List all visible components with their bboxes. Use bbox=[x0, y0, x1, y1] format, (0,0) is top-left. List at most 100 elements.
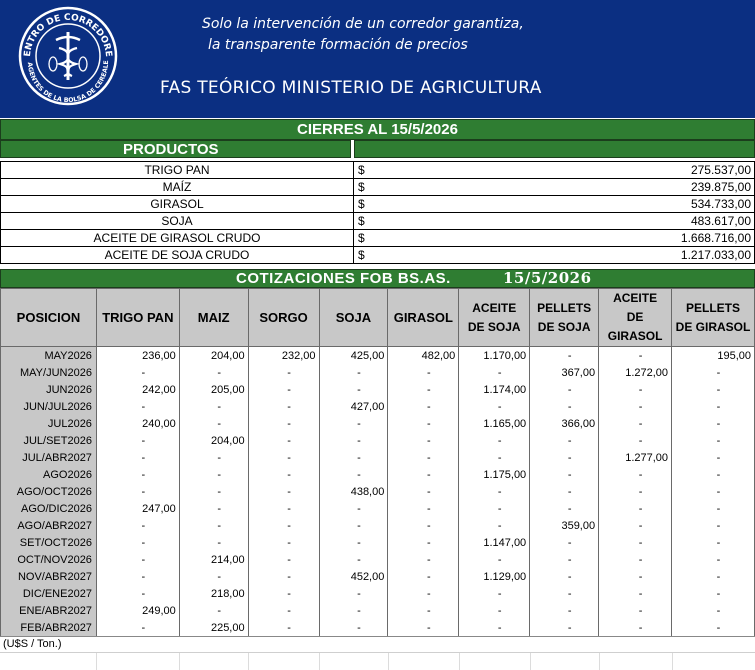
quote-cell: - bbox=[671, 585, 755, 602]
quote-cell: 1.174,00 bbox=[458, 381, 530, 398]
quote-cell: - bbox=[529, 381, 599, 398]
quote-cell: - bbox=[529, 346, 599, 364]
quote-cell: - bbox=[178, 602, 249, 619]
quote-cell: - bbox=[458, 500, 530, 517]
quote-cell: - bbox=[529, 466, 599, 483]
fob-column-header-line1: ACEITE bbox=[472, 300, 517, 315]
quote-cell: - bbox=[671, 568, 755, 585]
quote-cell: 240,00 bbox=[95, 415, 180, 432]
fob-column-header-line1: POSICION bbox=[16, 310, 81, 325]
quote-cell: - bbox=[387, 602, 459, 619]
quote-cell: - bbox=[458, 619, 530, 636]
quote-cell: - bbox=[95, 534, 180, 551]
fob-row: AGO2026- - - - -1.175,00- - - bbox=[0, 466, 755, 483]
quote-cell: - bbox=[178, 449, 249, 466]
quote-cell: - bbox=[598, 534, 672, 551]
quote-cell: - bbox=[318, 364, 388, 381]
cierres-table: TRIGO PAN $275.537,00 MAÍZ $239.875,00 GIRAS… bbox=[0, 161, 755, 264]
fob-column-header: TRIGO PAN bbox=[95, 288, 180, 347]
fob-column-header-line1: SORGO bbox=[259, 310, 308, 325]
fob-row: MAY2026 236,00 204,00 232,00 425,00 482,00 1.1… bbox=[0, 346, 755, 364]
position-cell: JUL/SET2026 bbox=[0, 432, 97, 449]
quote-cell: - bbox=[95, 551, 180, 568]
quote-cell: - bbox=[671, 517, 755, 534]
quote-cell: - bbox=[598, 500, 672, 517]
quote-cell: - bbox=[598, 346, 672, 364]
slogan-line-1: Solo la intervención de un corredor gara… bbox=[202, 16, 524, 32]
quote-cell: 247,00 bbox=[95, 500, 180, 517]
product-price: 483.617,00 bbox=[367, 212, 755, 230]
position-cell: FEB/ABR2027 bbox=[0, 619, 97, 636]
fob-row: ENE/ABR2027 249,00- - - - - - - - bbox=[0, 602, 755, 619]
quote-cell: - bbox=[318, 500, 388, 517]
productos-header: PRODUCTOS bbox=[0, 140, 351, 158]
quote-cell: - bbox=[387, 500, 459, 517]
quote-cell: - bbox=[178, 517, 249, 534]
quote-cell: - bbox=[387, 432, 459, 449]
quote-cell: - bbox=[95, 585, 180, 602]
quote-cell: 438,00 bbox=[318, 483, 388, 500]
quote-cell: - bbox=[598, 585, 672, 602]
quote-cell: - bbox=[671, 398, 755, 415]
quote-cell: 218,00 bbox=[178, 585, 249, 602]
product-name: GIRASOL bbox=[0, 195, 354, 213]
quote-cell: - bbox=[95, 568, 180, 585]
price-row: MAÍZ $239.875,00 bbox=[0, 178, 755, 196]
quote-cell: - bbox=[178, 483, 249, 500]
quote-cell: - bbox=[247, 364, 319, 381]
quote-cell: - bbox=[95, 432, 180, 449]
quote-cell: 1.175,00 bbox=[458, 466, 530, 483]
quote-cell: - bbox=[318, 381, 388, 398]
price-row: ACEITE DE GIRASOL CRUDO $1.668.716,00 bbox=[0, 229, 755, 247]
quote-cell: - bbox=[178, 534, 249, 551]
currency-symbol: $ bbox=[352, 246, 368, 264]
quote-cell: 1.272,00 bbox=[598, 364, 672, 381]
quote-cell: - bbox=[318, 432, 388, 449]
quote-cell: - bbox=[247, 534, 319, 551]
fob-date: 15/5/2026 bbox=[503, 269, 592, 287]
quote-cell: - bbox=[318, 517, 388, 534]
quote-cell: - bbox=[247, 585, 319, 602]
quote-cell: - bbox=[529, 602, 599, 619]
quote-cell: - bbox=[671, 364, 755, 381]
quote-cell: - bbox=[671, 602, 755, 619]
slogan: Solo la intervención de un corredor gara… bbox=[202, 14, 524, 56]
fob-row: JUL/ABR2027- - - - - - -1.277,00- bbox=[0, 449, 755, 466]
price-row: TRIGO PAN $275.537,00 bbox=[0, 161, 755, 179]
quote-cell: - bbox=[671, 432, 755, 449]
fob-row: JUN/JUL2026- - -427,00- - - - - bbox=[0, 398, 755, 415]
quote-cell: 232,00 bbox=[247, 346, 319, 364]
price-row: ACEITE DE SOJA CRUDO $1.217.033,00 bbox=[0, 246, 755, 264]
product-name: ACEITE DE GIRASOL CRUDO bbox=[0, 229, 354, 247]
quote-cell: - bbox=[387, 517, 459, 534]
position-cell: JUL/ABR2027 bbox=[0, 449, 97, 466]
fob-column-header: PELLETS DE SOJA bbox=[529, 288, 600, 347]
quote-cell: 1.277,00 bbox=[598, 449, 672, 466]
quote-cell: - bbox=[387, 619, 459, 636]
position-cell: AGO/OCT2026 bbox=[0, 483, 97, 500]
quote-cell: - bbox=[387, 483, 459, 500]
product-price: 534.733,00 bbox=[367, 195, 755, 213]
currency-symbol: $ bbox=[352, 161, 368, 179]
position-cell: JUN/JUL2026 bbox=[0, 398, 97, 415]
fob-row: JUN2026 242,00 205,00- - -1.174,00- - - bbox=[0, 381, 755, 398]
quote-cell: - bbox=[95, 517, 180, 534]
quote-cell: 236,00 bbox=[95, 346, 180, 364]
quote-cell: - bbox=[598, 466, 672, 483]
quote-cell: - bbox=[247, 398, 319, 415]
quote-cell: - bbox=[247, 602, 319, 619]
quote-cell: - bbox=[247, 449, 319, 466]
quote-cell: - bbox=[458, 398, 530, 415]
quote-cell: - bbox=[598, 602, 672, 619]
fob-column-header: ACEITE DE GIRASOL bbox=[598, 288, 673, 347]
quote-cell: 1.129,00 bbox=[458, 568, 530, 585]
quote-cell: - bbox=[529, 551, 599, 568]
quote-cell: - bbox=[318, 602, 388, 619]
quote-cell: - bbox=[671, 449, 755, 466]
quote-cell: - bbox=[529, 585, 599, 602]
quote-cell: - bbox=[95, 466, 180, 483]
product-price: 239.875,00 bbox=[367, 178, 755, 196]
currency-symbol: $ bbox=[352, 195, 368, 213]
quote-cell: - bbox=[387, 551, 459, 568]
quote-cell: - bbox=[178, 364, 249, 381]
